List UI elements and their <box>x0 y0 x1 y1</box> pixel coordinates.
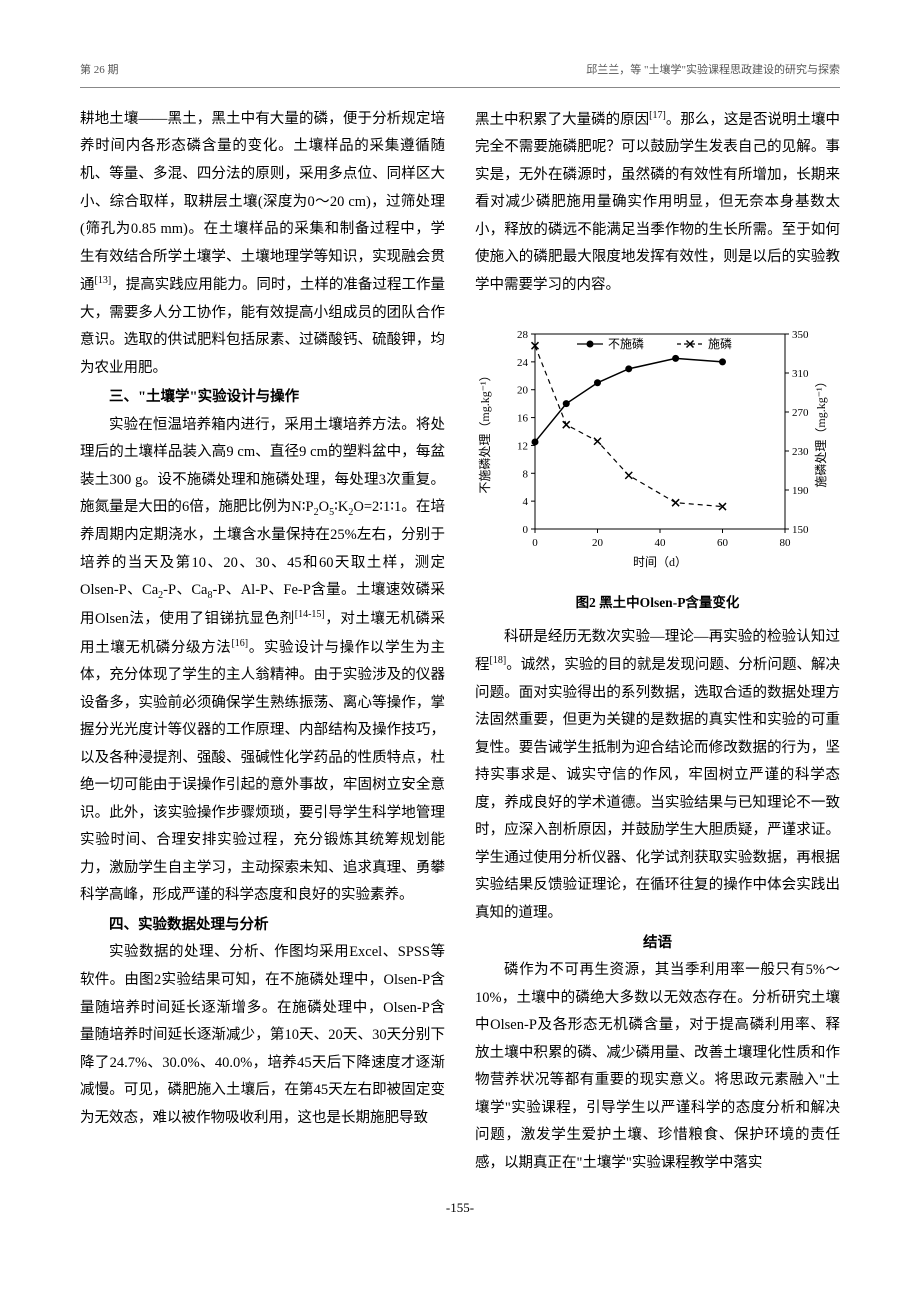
svg-text:时间（d）: 时间（d） <box>633 555 687 569</box>
svg-text:28: 28 <box>517 329 529 341</box>
para-2: 实验在恒温培养箱内进行，采用土壤培养方法。将处理后的土壤样品装入高9 cm、直径… <box>80 412 445 910</box>
svg-text:190: 190 <box>792 485 809 497</box>
svg-text:60: 60 <box>717 537 729 549</box>
svg-text:20: 20 <box>592 537 604 549</box>
svg-text:8: 8 <box>523 468 529 480</box>
para-1: 耕地土壤——黑土，黑土中有大量的磷，便于分析规定培养时间内各形态磷含量的变化。土… <box>80 106 445 382</box>
figure-2-caption: 图2 黑土中Olsen-P含量变化 <box>475 590 840 616</box>
svg-text:施磷处理（mg.kg⁻¹）: 施磷处理（mg.kg⁻¹） <box>813 375 828 487</box>
left-column: 耕地土壤——黑土，黑土中有大量的磷，便于分析规定培养时间内各形态磷含量的变化。土… <box>80 106 445 1178</box>
figure-2-chart: 0 4 8 12 16 20 24 28 150 190 230 270 310 350 0 20 40 60 80… <box>475 314 840 616</box>
svg-text:不施磷处理（mg.kg⁻¹）: 不施磷处理（mg.kg⁻¹） <box>477 369 492 493</box>
page-number: -155- <box>80 1196 840 1221</box>
svg-text:230: 230 <box>792 446 809 458</box>
header-issue: 第 26 期 <box>80 60 119 81</box>
svg-text:16: 16 <box>517 412 529 424</box>
section-4-head: 四、实验数据处理与分析 <box>80 912 445 940</box>
svg-text:0: 0 <box>523 524 529 536</box>
para-r1: 黑土中积累了大量磷的原因[17]。那么，这是否说明土壤中完全不需要施磷肥呢？可以… <box>475 106 840 300</box>
svg-text:24: 24 <box>517 356 529 368</box>
header-title: 邱兰兰，等 "土壤学"实验课程思政建设的研究与探索 <box>586 60 840 81</box>
right-column: 黑土中积累了大量磷的原因[17]。那么，这是否说明土壤中完全不需要施磷肥呢？可以… <box>475 106 840 1178</box>
svg-text:4: 4 <box>523 496 529 508</box>
svg-text:施磷: 施磷 <box>708 336 732 351</box>
section-3-head: 三、"土壤学"实验设计与操作 <box>80 384 445 412</box>
para-3: 实验数据的处理、分析、作图均采用Excel、SPSS等软件。由图2实验结果可知，… <box>80 939 445 1132</box>
svg-text:150: 150 <box>792 524 809 536</box>
para-r2: 科研是经历无数次实验—理论—再实验的检验认知过程[18]。诚然，实验的目的就是发… <box>475 624 840 928</box>
svg-text:不施磷: 不施磷 <box>608 336 644 351</box>
svg-text:310: 310 <box>792 368 809 380</box>
svg-text:40: 40 <box>655 537 667 549</box>
svg-text:270: 270 <box>792 407 809 419</box>
conclusion-head: 结语 <box>475 930 840 958</box>
page-header: 第 26 期 邱兰兰，等 "土壤学"实验课程思政建设的研究与探索 <box>80 60 840 88</box>
svg-text:20: 20 <box>517 384 529 396</box>
svg-text:0: 0 <box>532 537 538 549</box>
svg-text:12: 12 <box>517 440 528 452</box>
svg-text:80: 80 <box>780 537 792 549</box>
svg-text:350: 350 <box>792 329 809 341</box>
olsen-p-chart: 0 4 8 12 16 20 24 28 150 190 230 270 310 350 0 20 40 60 80… <box>475 314 835 574</box>
para-r3: 磷作为不可再生资源，其当季利用率一般只有5%～10%，土壤中的磷绝大多数以无效态… <box>475 957 840 1177</box>
two-column-layout: 耕地土壤——黑土，黑土中有大量的磷，便于分析规定培养时间内各形态磷含量的变化。土… <box>80 106 840 1178</box>
